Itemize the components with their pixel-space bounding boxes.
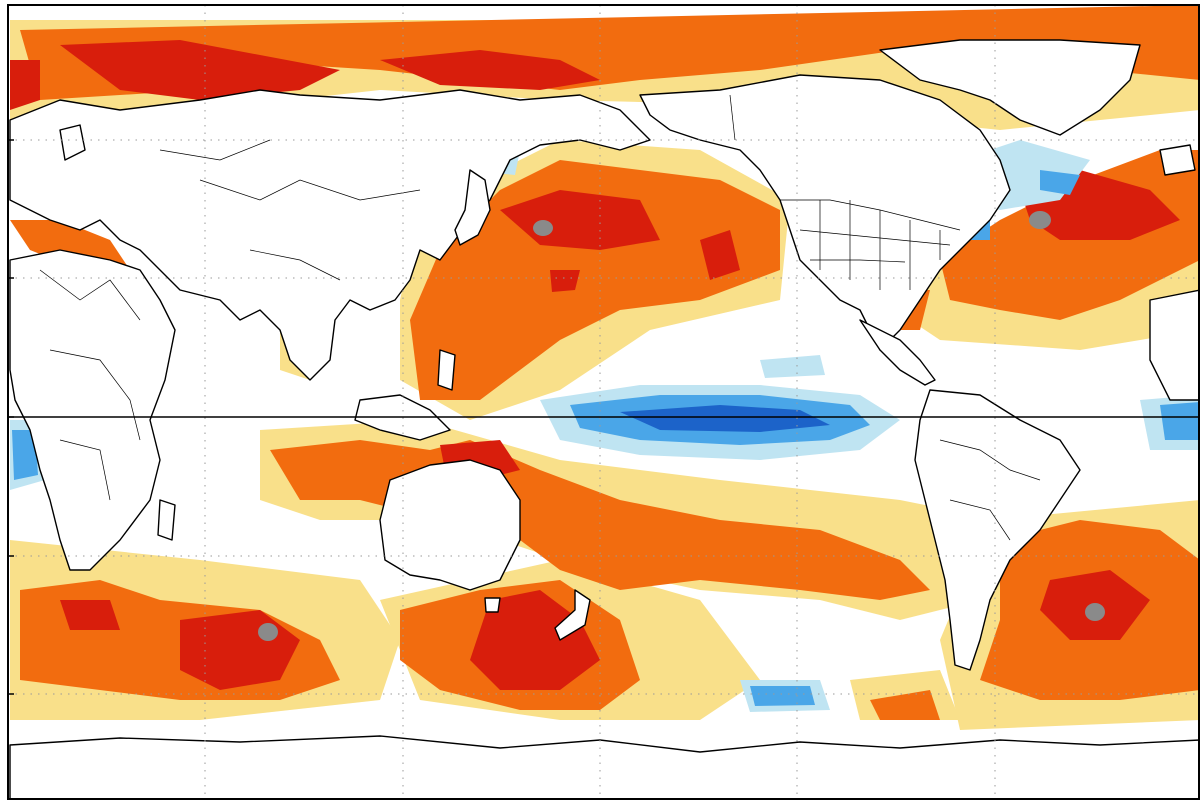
japan-island [454, 169, 491, 246]
antarctica-landmass [9, 735, 1200, 800]
country-borders [39, 94, 1041, 541]
greenland-landmass [879, 39, 1141, 136]
land-masses [9, 39, 1200, 800]
anomaly-warm-level-5 [258, 211, 1105, 641]
graticule [8, 5, 1200, 800]
australia-landmass [379, 459, 521, 591]
map-frame-border [7, 4, 1200, 800]
new-zealand-island [554, 589, 591, 641]
eurasia-landmass [9, 89, 651, 381]
africa-landmass [9, 249, 176, 571]
latitude-ticks [8, 139, 14, 695]
anomaly-cool-level-3 [620, 405, 830, 432]
south-america-landmass [914, 389, 1081, 671]
